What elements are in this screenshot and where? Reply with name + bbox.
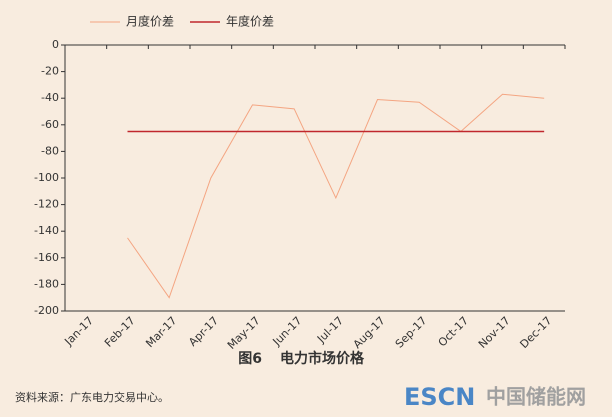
legend-label: 年度价差 [226,14,274,29]
y-tick-label: -40 [41,91,59,104]
y-tick-label: -120 [34,198,59,211]
y-tick-label: -160 [34,251,59,264]
y-tick-label: -20 [41,65,59,78]
y-tick-label: -180 [34,277,59,290]
watermark-name: 中国储能网 [486,385,586,409]
y-tick-label: -60 [41,118,59,131]
y-tick-label: 0 [52,38,59,51]
figure-caption: 电力市场价格 [280,350,365,367]
series-line [127,93,545,299]
figure-label: 图6 [238,351,262,367]
source: 资料来源：广东电力交易中心。 [15,390,169,404]
y-tick-label: -80 [41,144,59,157]
watermark-brand: ESCN [404,383,475,411]
legend-label: 月度价差 [126,14,174,29]
y-tick-label: -200 [34,304,59,317]
y-tick-label: -140 [34,224,59,237]
y-tick-label: -100 [34,171,59,184]
